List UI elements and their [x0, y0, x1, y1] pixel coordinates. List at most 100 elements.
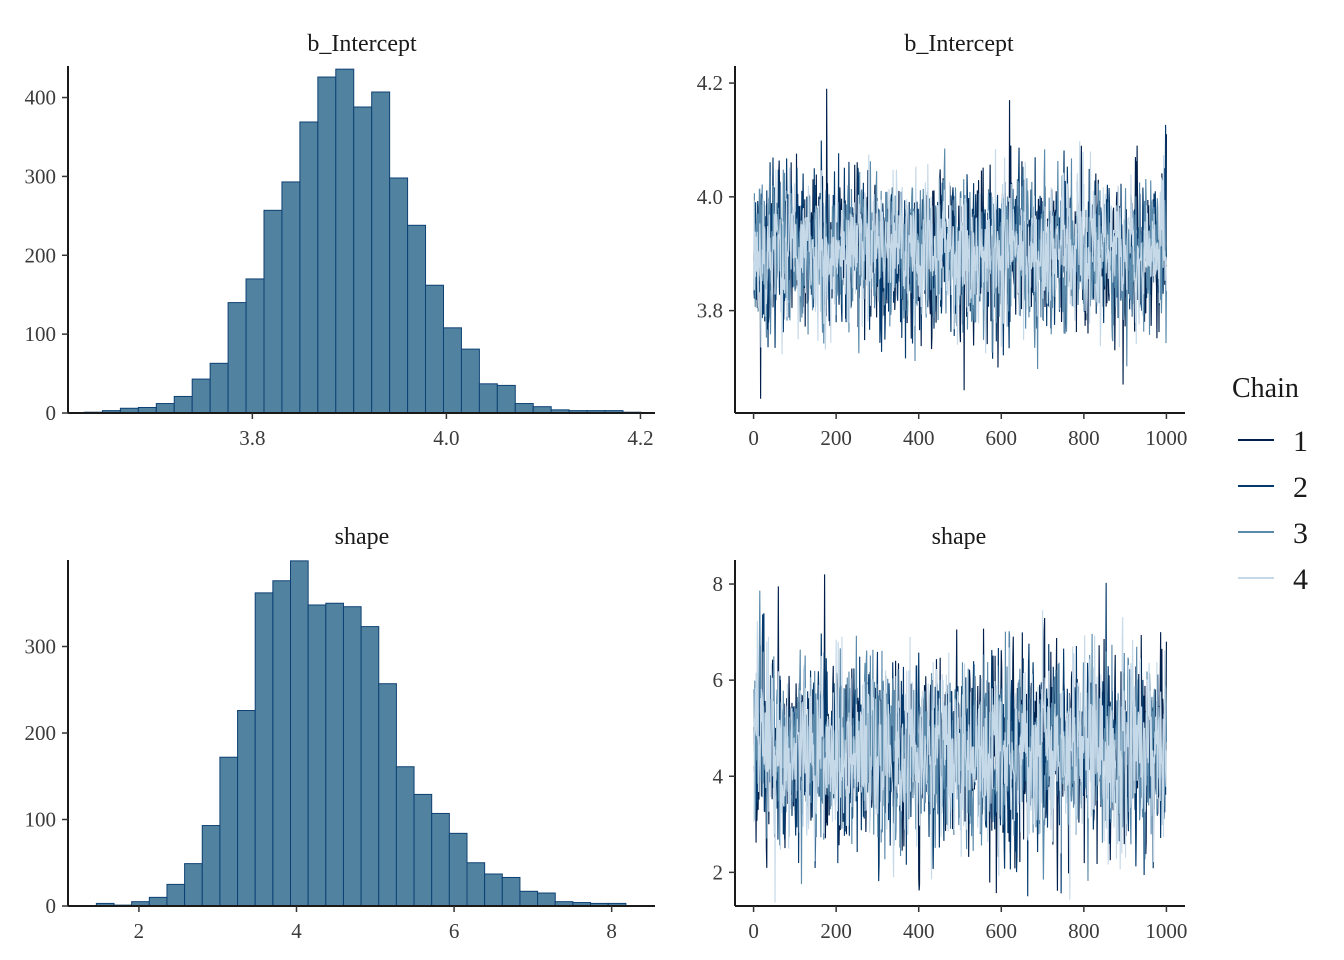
- legend-label: 3: [1293, 517, 1308, 550]
- histogram-bars: [95, 560, 627, 907]
- y-tick-label: 2: [713, 860, 724, 884]
- y-tick-label: 100: [25, 322, 57, 346]
- histogram-bar: [431, 812, 450, 907]
- histogram-bar: [148, 896, 168, 907]
- y-tick-label: 8: [713, 572, 724, 596]
- legend-title: Chain: [1232, 373, 1299, 404]
- x-tick-label: 200: [820, 426, 852, 450]
- y-tick-label: 300: [25, 164, 57, 188]
- histogram-bar: [281, 181, 301, 414]
- histogram-bar: [191, 378, 211, 414]
- histogram-bar: [272, 580, 292, 907]
- legend: Chain 1 2 3 4: [1232, 373, 1308, 596]
- histogram-bar: [201, 825, 221, 907]
- trace-line-chain-4: [753, 141, 1167, 355]
- legend-item: 1: [1238, 425, 1308, 458]
- histogram-bar: [290, 560, 309, 907]
- legend-label: 4: [1293, 563, 1308, 596]
- panel-title: b_Intercept: [307, 31, 417, 57]
- axes: 2 4 6 8 0 100 200 300: [25, 560, 655, 943]
- x-tick-label: 8: [606, 919, 617, 943]
- x-tick-label: 400: [903, 919, 935, 943]
- histogram-bar: [466, 862, 486, 907]
- histogram-bar: [237, 710, 256, 907]
- histogram-bar: [501, 876, 521, 907]
- axes: 0 200 400 600 800 1000 3.8 4.0 4.2: [697, 66, 1187, 450]
- panel-title: shape: [932, 524, 987, 550]
- panel-title: b_Intercept: [904, 31, 1014, 57]
- histogram-bar: [371, 91, 391, 414]
- y-tick-label: 200: [25, 721, 57, 745]
- x-tick-label: 800: [1068, 426, 1100, 450]
- histogram-bar: [360, 626, 380, 907]
- histogram-bar: [448, 832, 468, 907]
- histogram-bar: [353, 106, 373, 414]
- histogram-bar: [307, 604, 327, 907]
- trace-lines: [753, 574, 1167, 903]
- y-tick-label: 400: [25, 86, 57, 110]
- y-tick-label: 3.8: [697, 299, 723, 323]
- trace-line-chain-4: [753, 610, 1167, 903]
- x-tick-label: 600: [986, 426, 1018, 450]
- axes: 0 200 400 600 800 1000 2 4 6 8: [713, 560, 1187, 943]
- panel-hist-b-intercept: b_Intercept 3.8 4.0 4.2 0 100 200 300 400: [25, 31, 655, 450]
- x-tick-label: 3.8: [239, 426, 265, 450]
- legend-item: 4: [1238, 563, 1308, 596]
- histogram-bar: [184, 863, 203, 907]
- histogram-bar: [537, 892, 556, 907]
- x-tick-label: 1000: [1145, 919, 1187, 943]
- histogram-bar: [519, 890, 539, 907]
- histogram-bar: [325, 602, 344, 907]
- histogram-bar: [227, 302, 247, 414]
- x-tick-label: 4.0: [433, 426, 459, 450]
- x-tick-label: 4.2: [627, 426, 653, 450]
- trace-lines: [753, 88, 1167, 399]
- histogram-bar: [478, 383, 498, 414]
- histogram-bar: [407, 224, 427, 414]
- histogram-bar: [425, 284, 444, 414]
- legend-item: 3: [1238, 517, 1308, 550]
- x-tick-label: 1000: [1145, 426, 1187, 450]
- histogram-bar: [335, 68, 355, 414]
- x-tick-label: 0: [748, 426, 759, 450]
- histogram-bar: [299, 121, 319, 414]
- x-tick-label: 800: [1068, 919, 1100, 943]
- histogram-bar: [155, 403, 175, 414]
- histogram-bar: [413, 793, 433, 907]
- x-tick-label: 200: [820, 919, 852, 943]
- histogram-bar: [442, 327, 462, 414]
- legend-item: 2: [1238, 471, 1308, 504]
- axes: 3.8 4.0 4.2 0 100 200 300 400: [25, 66, 655, 450]
- x-tick-label: 400: [903, 426, 935, 450]
- histogram-bar: [245, 278, 265, 414]
- histogram-bar: [496, 384, 516, 414]
- legend-label: 1: [1293, 425, 1308, 458]
- panel-title: shape: [335, 524, 390, 550]
- histogram-bar: [389, 177, 409, 414]
- histogram-bar: [209, 362, 229, 414]
- y-tick-label: 100: [25, 808, 57, 832]
- legend-label: 2: [1293, 471, 1308, 504]
- histogram-bar: [317, 76, 337, 414]
- y-tick-label: 0: [46, 401, 57, 425]
- histogram-bar: [395, 766, 415, 907]
- histogram-bar: [254, 592, 274, 907]
- histogram-bar: [484, 873, 503, 907]
- histogram-bar: [514, 403, 534, 414]
- histogram-bars: [83, 68, 642, 414]
- y-tick-label: 0: [46, 894, 57, 918]
- x-tick-label: 6: [449, 919, 460, 943]
- histogram-bar: [173, 395, 193, 414]
- y-tick-label: 4: [713, 764, 724, 788]
- y-tick-label: 4.2: [697, 71, 723, 95]
- histogram-bar: [263, 209, 283, 414]
- y-tick-label: 200: [25, 243, 57, 267]
- panel-trace-shape: shape 0 200 400 600 800 1000 2 4 6 8: [713, 524, 1188, 943]
- histogram-bar: [460, 348, 480, 414]
- x-tick-label: 600: [986, 919, 1018, 943]
- y-tick-label: 4.0: [697, 185, 723, 209]
- histogram-bar: [342, 606, 362, 907]
- x-tick-label: 0: [748, 919, 759, 943]
- histogram-bar: [219, 756, 239, 907]
